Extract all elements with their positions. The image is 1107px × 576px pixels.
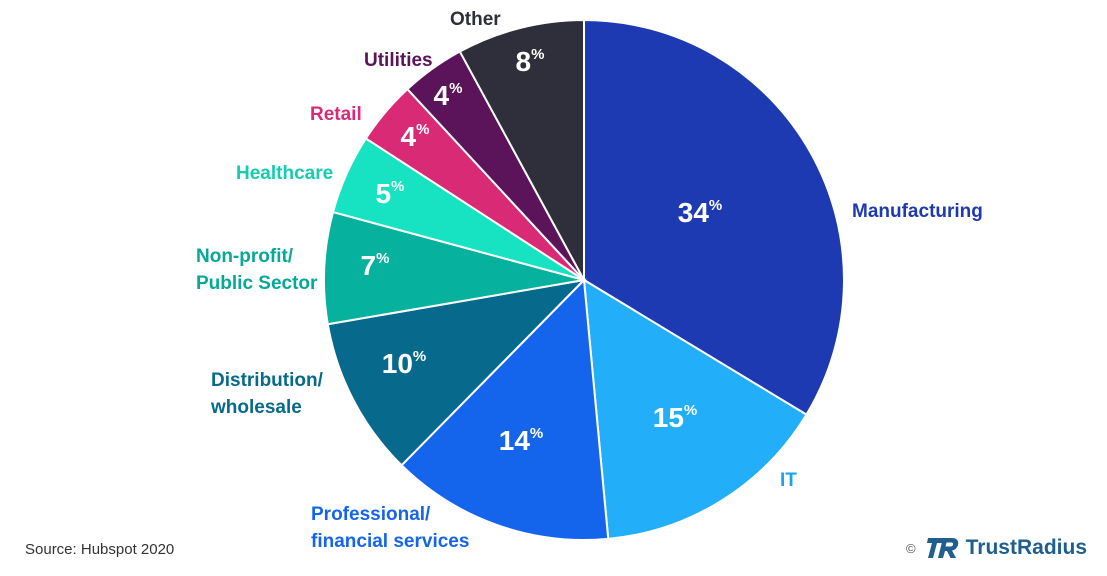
- brand-name: TrustRadius: [965, 536, 1087, 559]
- slice-value-label: 14%: [499, 425, 544, 456]
- slice-value-label: 4%: [434, 80, 463, 111]
- slice-value-label: 8%: [516, 46, 545, 77]
- slice-value-label: 5%: [376, 178, 405, 209]
- slice-category-label: Professional/financial services: [311, 504, 469, 552]
- slice-value-label: 34%: [678, 197, 723, 228]
- pie-slice-2: [582, 278, 808, 540]
- pie-slice-5: [323, 210, 585, 326]
- slice-value-label: 7%: [361, 250, 390, 281]
- brand-logo: © TrustRadius: [906, 535, 1087, 561]
- slice-value-label: 4%: [401, 121, 430, 152]
- pie-slice-9: [458, 18, 585, 281]
- source-note: Source: Hubspot 2020: [25, 541, 175, 558]
- slice-category-label: Other: [450, 9, 501, 30]
- trustradius-logo-icon: [926, 538, 958, 558]
- slice-value-label: 10%: [382, 348, 427, 379]
- slice-category-label: Retail: [310, 104, 362, 125]
- pie-slice-1: [583, 18, 845, 417]
- pie-slice-4: [326, 278, 587, 467]
- slice-value-label: 15%: [653, 402, 698, 433]
- slice-category-label: Non-profit/Public Sector: [196, 246, 318, 294]
- slice-category-label: Utilities: [364, 50, 433, 71]
- slice-category-label: IT: [780, 470, 797, 491]
- pie-slice-3: [400, 277, 610, 541]
- slice-category-label: Manufacturing: [852, 201, 983, 222]
- slice-category-label: Healthcare: [236, 163, 333, 184]
- copyright-symbol: ©: [906, 540, 916, 556]
- slice-category-label: Distribution/wholesale: [210, 370, 324, 418]
